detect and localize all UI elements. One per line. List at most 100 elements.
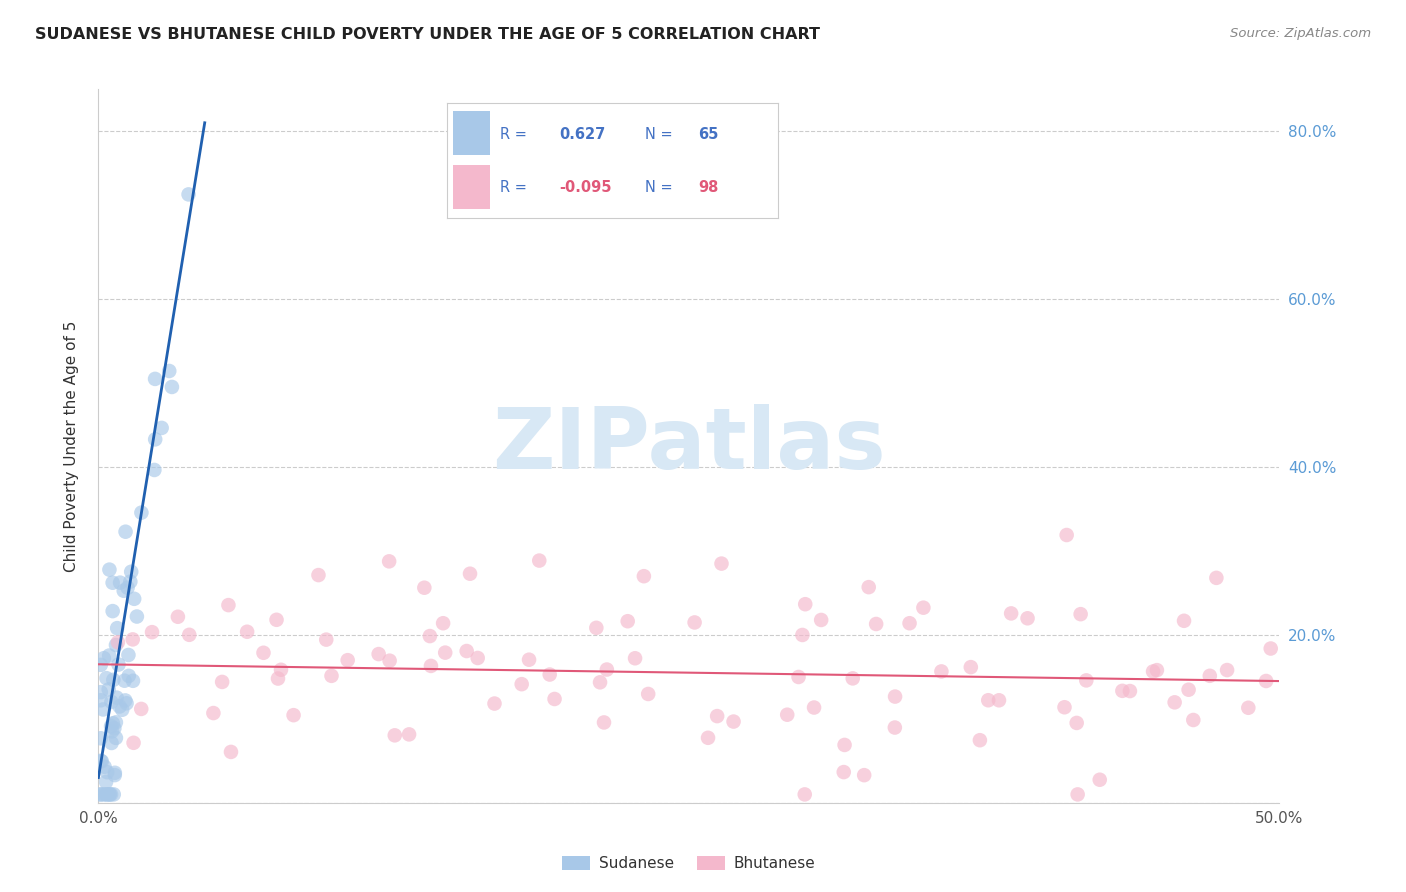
Point (90, 731, 112, 746)
Point (1066, 715, 1088, 730)
Point (793, 788, 815, 802)
Point (108, 575, 131, 590)
Point (883, 721, 905, 735)
Point (398, 727, 420, 741)
Point (510, 677, 533, 691)
Point (157, 364, 180, 378)
Point (853, 768, 876, 782)
Point (266, 613, 288, 627)
Point (103, 721, 125, 735)
Point (420, 659, 443, 673)
Point (111, 703, 134, 717)
Point (93, 788, 115, 802)
Point (432, 616, 454, 631)
Point (683, 615, 706, 630)
Point (1088, 772, 1111, 787)
Point (593, 715, 616, 730)
Point (177, 187, 200, 202)
Point (315, 632, 337, 647)
Point (434, 646, 457, 660)
Point (120, 574, 142, 589)
Point (912, 600, 935, 615)
Point (1177, 682, 1199, 697)
Point (93, 651, 115, 665)
Point (898, 616, 921, 631)
Point (114, 693, 136, 707)
Point (100, 695, 122, 709)
Point (1146, 663, 1168, 677)
Point (1142, 665, 1164, 679)
Point (1119, 684, 1142, 698)
Point (419, 629, 441, 643)
Point (1000, 607, 1022, 621)
Point (179, 628, 201, 642)
Point (101, 716, 124, 731)
Point (114, 673, 136, 688)
Point (336, 653, 359, 667)
Point (367, 647, 389, 661)
Point (378, 654, 401, 668)
Point (832, 765, 855, 780)
Point (252, 646, 274, 660)
Point (858, 580, 880, 594)
Point (1256, 673, 1278, 688)
Point (160, 380, 183, 394)
Point (150, 421, 173, 435)
Point (211, 674, 233, 689)
Point (122, 673, 145, 688)
Point (94, 775, 117, 789)
Point (1056, 528, 1078, 542)
Point (98, 788, 121, 802)
Point (1017, 611, 1039, 625)
Point (104, 638, 127, 652)
Point (118, 669, 141, 683)
Y-axis label: Child Poverty Under the Age of 5: Child Poverty Under the Age of 5 (65, 320, 79, 572)
Point (236, 624, 259, 639)
Point (219, 745, 242, 759)
Point (1111, 683, 1133, 698)
Point (529, 553, 551, 567)
Point (90, 693, 112, 707)
Point (321, 669, 343, 683)
Point (101, 724, 124, 739)
Point (413, 581, 436, 595)
Point (787, 670, 810, 684)
Point (1198, 669, 1220, 683)
Point (884, 690, 907, 704)
Point (91, 702, 114, 716)
Point (104, 765, 127, 780)
Point (104, 731, 127, 745)
Point (538, 667, 561, 681)
Point (217, 598, 239, 612)
Point (90, 754, 112, 768)
Point (959, 660, 981, 674)
Point (101, 604, 124, 618)
Point (90, 754, 112, 768)
Point (202, 706, 225, 720)
Point (100, 788, 122, 802)
Point (120, 565, 142, 579)
Point (931, 665, 953, 679)
Point (706, 709, 728, 723)
Point (308, 568, 330, 582)
Point (115, 696, 138, 710)
Point (637, 687, 659, 701)
Text: ZIPatlas: ZIPatlas (492, 404, 886, 488)
Point (988, 693, 1011, 707)
Point (1237, 700, 1260, 714)
Point (1076, 673, 1098, 688)
Point (93, 760, 115, 774)
Point (596, 663, 619, 677)
Point (94, 788, 117, 802)
Point (167, 609, 190, 624)
Point (141, 625, 163, 640)
Point (776, 707, 799, 722)
Point (456, 644, 478, 658)
Point (122, 591, 145, 606)
Point (1205, 571, 1227, 585)
Point (96, 671, 118, 685)
Point (1260, 641, 1282, 656)
Point (633, 569, 655, 583)
Point (616, 614, 638, 628)
Point (96, 765, 118, 780)
